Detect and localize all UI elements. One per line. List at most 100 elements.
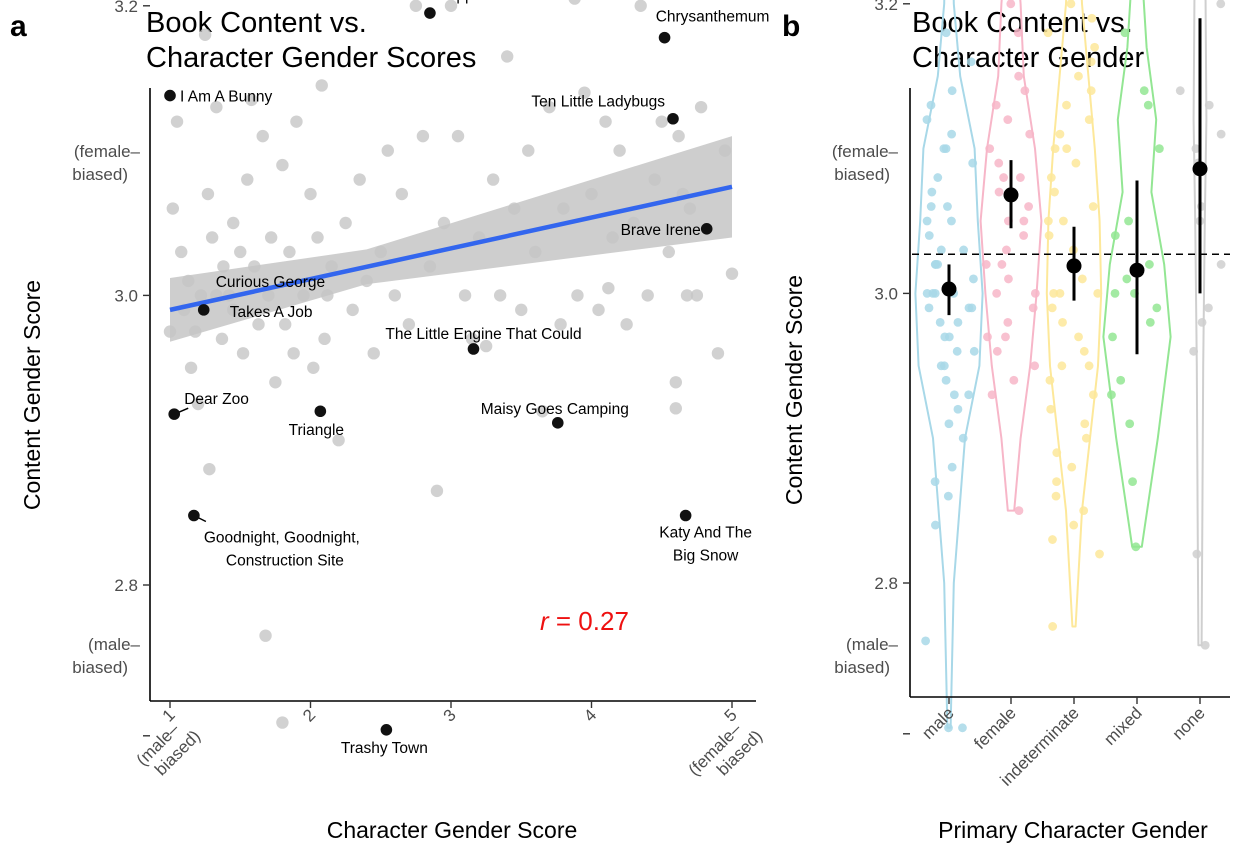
scatter-point: [194, 289, 208, 302]
jitter-point-indeterminate: [1084, 115, 1094, 125]
jitter-point-female: [1019, 216, 1029, 226]
jitter-point-female: [981, 260, 991, 269]
scatter-point: [423, 260, 437, 273]
jitter-point-mixed: [1139, 86, 1149, 96]
jitter-point-none: [1175, 86, 1185, 96]
jitter-points: [921, 0, 1226, 733]
point-label-line: Katy And The: [659, 524, 752, 541]
jitter-point-male: [964, 303, 974, 313]
jitter-point-none: [1216, 260, 1226, 269]
scatter-point: [718, 144, 732, 157]
y-tick-label: 3.2: [114, 0, 138, 16]
scatter-point: [339, 216, 352, 230]
jitter-point-indeterminate: [1045, 375, 1055, 385]
jitter-point-indeterminate: [1048, 622, 1058, 631]
jitter-point-male: [922, 289, 932, 298]
scatter-point: [634, 0, 647, 12]
point-label: The Little Engine That Could: [385, 326, 581, 343]
scatter-point: [458, 289, 472, 302]
jitter-point-male: [953, 317, 963, 327]
x-end-label-left: (male– biased): [133, 719, 204, 779]
scatter-point: [451, 129, 465, 143]
scatter-point: [680, 289, 694, 302]
jitter-point-male: [947, 216, 956, 226]
y-end-label-top-line-1: (female–: [74, 142, 141, 161]
jitter-point-indeterminate: [1058, 317, 1067, 327]
jitter-point-male: [930, 477, 940, 487]
violins: [914, 0, 1208, 729]
jitter-point-indeterminate: [1062, 144, 1072, 154]
jitter-point-indeterminate: [1067, 462, 1077, 472]
jitter-point-male: [924, 303, 934, 313]
scatter-point: [694, 100, 708, 114]
scatter-point: [620, 318, 633, 331]
correlation-annotation: r = 0.27: [540, 606, 629, 636]
jitter-point-male: [922, 115, 932, 125]
jitter-point-mixed: [1124, 216, 1133, 226]
jitter-point-male: [930, 260, 940, 269]
jitter-point-indeterminate: [1046, 173, 1056, 182]
jitter-point-male: [933, 173, 943, 182]
scatter-point: [409, 0, 423, 12]
jitter-point-mixed: [1143, 100, 1153, 110]
scatter-point: [234, 245, 247, 259]
scatter-point: [557, 202, 570, 215]
jitter-point-female: [1003, 115, 1013, 125]
jitter-point-indeterminate: [1043, 28, 1053, 38]
jitter-point-indeterminate: [1095, 549, 1104, 559]
scatter-point: [479, 339, 493, 353]
jitter-point-female: [1009, 375, 1019, 385]
panel-b-x-tick-label: female: [970, 703, 1020, 753]
jitter-point-male: [936, 245, 946, 255]
scatter-point: [198, 28, 212, 41]
point-label: Takes A Job: [230, 304, 313, 321]
jitter-point-mixed: [1131, 542, 1141, 552]
scatter-point: [259, 629, 272, 642]
scatter-point: [276, 158, 289, 172]
scatter-point: [166, 202, 180, 215]
highlight-point: [380, 724, 393, 736]
jitter-point-indeterminate: [1074, 71, 1083, 81]
scatter-point: [690, 289, 704, 302]
x-tick-label: 2: [299, 705, 319, 725]
scatter-point: [227, 216, 240, 230]
panel-b-y-ticks: 2.83.03.23.4: [874, 0, 910, 735]
jitter-point-indeterminate: [1055, 129, 1065, 139]
x-end-label-right: (female– biased): [685, 719, 766, 780]
scatter-point: [182, 274, 195, 288]
panel-a-scatter: a Book Content vs. Character Gender Scor…: [10, 0, 769, 843]
y-end-label-bottom-line-1: (male–: [88, 635, 141, 654]
jitter-point-mixed: [1122, 274, 1132, 284]
jitter-point-male: [941, 28, 951, 38]
mean-point-female: [1003, 187, 1019, 203]
jitter-point-female: [1020, 86, 1030, 96]
mean-point-male: [941, 281, 957, 297]
panel-b-y-end-label-bottom-line-2: biased): [834, 658, 890, 677]
scatter-point: [287, 347, 300, 360]
jitter-point-female: [1014, 506, 1024, 515]
jitter-point-female: [983, 332, 992, 342]
mean-points: [941, 18, 1208, 355]
jitter-point-indeterminate: [1052, 448, 1062, 458]
scatter-point: [203, 462, 216, 476]
jitter-point-indeterminate: [1084, 361, 1094, 371]
x-tick-label: 3: [440, 705, 460, 725]
highlight-point: [679, 509, 692, 522]
jitter-point-none: [1204, 100, 1214, 110]
jitter-point-female: [999, 173, 1008, 182]
scatter-point: [210, 100, 223, 114]
jitter-point-female: [1019, 231, 1029, 240]
scatter-point: [315, 79, 328, 92]
jitter-point-indeterminate: [1047, 303, 1057, 313]
scatter-point: [536, 405, 549, 418]
jitter-point-male: [922, 216, 932, 226]
scatter-point: [276, 716, 289, 729]
jitter-point-mixed: [1116, 375, 1126, 385]
scatter-point: [227, 303, 240, 317]
panel-a-y-axis-title: Content Gender Score: [19, 280, 45, 510]
scatter-point: [578, 86, 591, 99]
point-label: Triangle: [289, 422, 344, 439]
